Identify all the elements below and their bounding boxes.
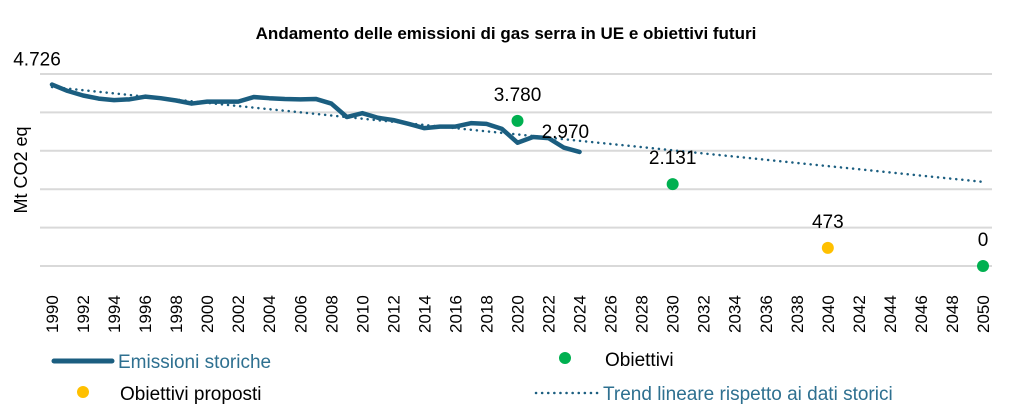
data-label: 2.131 [649,148,697,169]
legend-dot-obiettivi-proposti [77,386,89,398]
x-tick-label: 2050 [974,295,993,333]
legend-label-obiettivi-proposti: Obiettivi proposti [120,384,262,405]
x-tick-label: 2038 [788,295,807,333]
x-tick-label: 2006 [291,295,310,333]
trend-line [50,85,985,184]
x-tick-label: 2008 [322,295,341,333]
x-tick-label: 2010 [353,295,372,333]
data-label: 473 [812,212,844,233]
chart-title: Andamento delle emissioni di gas serra i… [256,24,757,43]
gridlines [40,73,992,267]
x-tick-label: 2044 [881,295,900,333]
data-label: 4.726 [13,50,61,71]
x-tick-label: 2024 [571,295,590,333]
x-tick-label: 2040 [819,295,838,333]
x-tick-labels: 1990 1992 1994 1996 1998 2000 2002 2004 2006 2008… [43,295,993,333]
x-tick-label: 1998 [167,295,186,333]
x-tick-label: 1996 [136,295,155,333]
x-tick-label: 2016 [446,295,465,333]
x-tick-label: 2018 [477,295,496,333]
legend-label-obiettivi: Obiettivi [605,350,674,371]
x-tick-label: 1994 [105,295,124,333]
data-label: 0 [978,230,989,251]
x-tick-label: 2014 [415,295,434,333]
x-tick-label: 2000 [198,295,217,333]
x-tick-label: 2004 [260,295,279,333]
x-tick-label: 2032 [695,295,714,333]
data-point [511,114,524,127]
x-tick-label: 1992 [74,295,93,333]
x-tick-label: 2022 [540,295,559,333]
x-tick-label: 2030 [664,295,683,333]
x-tick-label: 1990 [43,295,62,333]
x-tick-label: 2036 [757,295,776,333]
x-tick-label: 2028 [633,295,652,333]
series-layer [49,82,989,272]
data-label: 2.970 [542,122,590,143]
x-tick-label: 2042 [850,295,869,333]
legend-label-trend: Trend lineare rispetto ai dati storici [603,384,893,405]
x-tick-label: 2046 [912,295,931,333]
x-tick-label: 2026 [602,295,621,333]
legend-dot-obiettivi [559,352,571,364]
data-point [977,260,989,272]
x-tick-label: 2020 [509,295,528,333]
data-point [821,241,834,254]
series-line-emissioni-storiche [49,82,582,155]
legend-label-emissioni-storiche: Emissioni storiche [118,352,271,373]
data-label: 3.780 [494,85,542,106]
x-tick-label: 2034 [726,295,745,333]
legend: Emissioni storiche Obiettivi Obiettivi pro… [51,350,893,405]
data-point [666,178,679,191]
x-tick-label: 2048 [943,295,962,333]
y-axis-label: Mt CO2 eq [11,126,31,213]
x-tick-label: 2012 [384,295,403,333]
x-tick-label: 2002 [229,295,248,333]
